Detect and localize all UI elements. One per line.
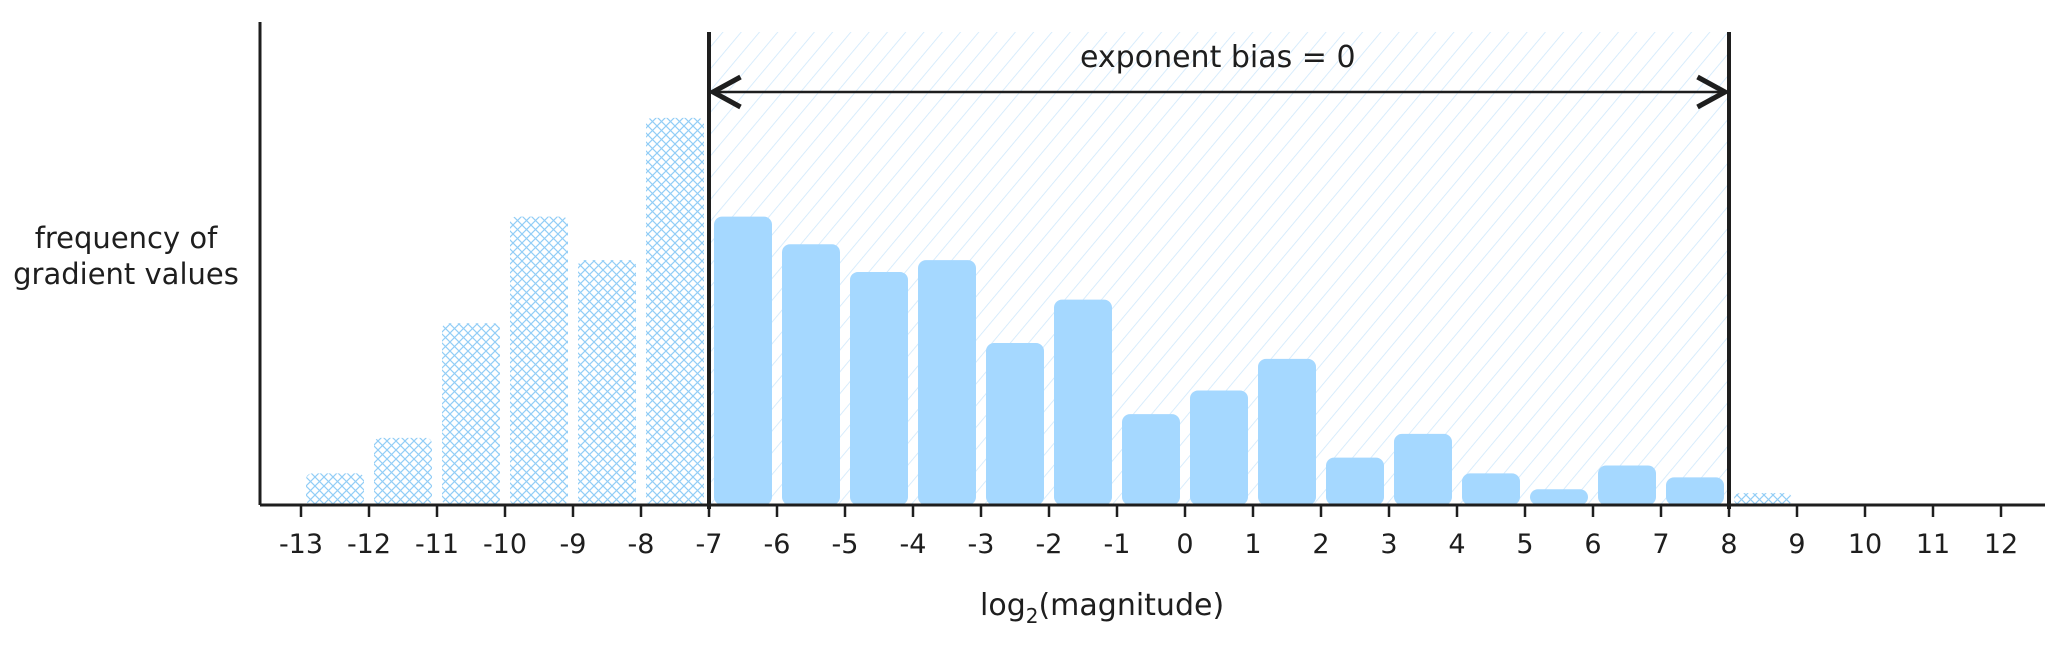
bar-3	[510, 216, 568, 505]
x-tick-label-3: -10	[483, 529, 527, 560]
x-tick-label-11: -2	[1036, 529, 1063, 560]
y-axis-label-line-2: gradient values	[13, 257, 239, 291]
x-tick-label-14: 1	[1244, 529, 1261, 560]
exponent-bias-annotation: exponent bias = 0	[1080, 40, 1356, 75]
x-tick-label-8: -5	[832, 529, 859, 560]
bar-14	[1258, 358, 1316, 505]
x-tick-label-19: 6	[1584, 529, 1601, 560]
x-tick-label-16: 3	[1380, 529, 1397, 560]
bar-17	[1462, 473, 1520, 505]
x-tick-label-7: -6	[764, 529, 791, 560]
bar-11	[1054, 299, 1112, 505]
bar-6	[714, 216, 772, 505]
x-tick-label-10: -3	[968, 529, 995, 560]
x-tick-label-4: -9	[560, 529, 587, 560]
bar-15	[1326, 457, 1384, 505]
bar-21	[1734, 493, 1792, 505]
bar-16	[1394, 433, 1452, 505]
bar-4	[578, 260, 636, 505]
x-tick-label-12: -1	[1104, 529, 1131, 560]
x-tick-label-1: -12	[347, 529, 391, 560]
x-axis-label-suffix: (magnitude)	[1038, 588, 1225, 623]
x-tick-label-9: -4	[900, 529, 927, 560]
x-tick-label-17: 4	[1448, 529, 1465, 560]
bar-2	[442, 323, 500, 505]
x-tick-label-0: -13	[279, 529, 323, 560]
x-axis-label: log2(magnitude)	[980, 588, 1224, 628]
bar-1	[374, 437, 432, 505]
x-tick-label-23: 10	[1848, 529, 1882, 560]
bar-0	[306, 473, 364, 505]
bar-13	[1190, 390, 1248, 505]
y-axis-label-line-1: frequency of	[34, 221, 218, 255]
bar-18	[1530, 489, 1588, 505]
x-tick-label-20: 7	[1652, 529, 1669, 560]
bar-8	[850, 271, 908, 505]
bar-10	[986, 343, 1044, 505]
bar-12	[1122, 414, 1180, 505]
bar-7	[782, 244, 840, 506]
x-axis-label-prefix: log	[980, 588, 1026, 623]
x-tick-label-6: -7	[696, 529, 723, 560]
x-tick-label-24: 11	[1916, 529, 1950, 560]
x-axis-label-subscript: 2	[1025, 604, 1039, 628]
x-tick-label-22: 9	[1788, 529, 1805, 560]
x-tick-label-5: -8	[628, 529, 655, 560]
bar-9	[918, 260, 976, 505]
bar-19	[1598, 465, 1656, 505]
x-tick-label-15: 2	[1312, 529, 1329, 560]
bar-20	[1666, 477, 1724, 505]
y-axis-label: frequency of gradient values	[6, 220, 246, 292]
x-tick-label-13: 0	[1176, 529, 1193, 560]
x-tick-label-2: -11	[415, 529, 459, 560]
x-tick-label-21: 8	[1720, 529, 1737, 560]
x-tick-label-25: 12	[1984, 529, 2018, 560]
x-tick-label-18: 5	[1516, 529, 1533, 560]
bar-5	[646, 117, 704, 506]
